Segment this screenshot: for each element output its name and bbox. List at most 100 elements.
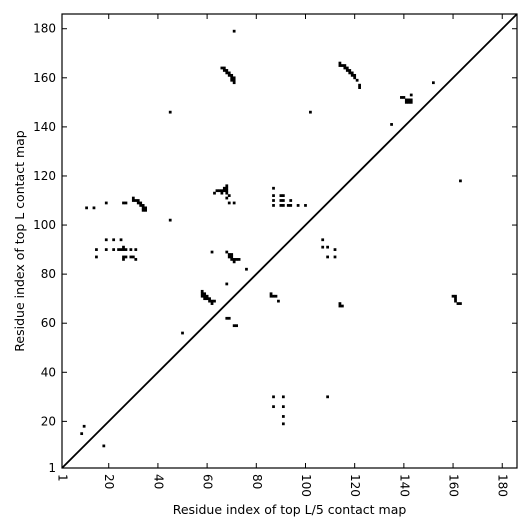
contact-point [225, 250, 229, 254]
contact-point [134, 199, 138, 202]
y-tick-label: 40 [41, 365, 56, 379]
contact-point [345, 66, 349, 70]
x-tick-label: 160 [447, 474, 461, 497]
x-tick-label: 120 [348, 474, 362, 497]
contact-point [454, 299, 457, 303]
contact-point [227, 194, 231, 197]
contact-point [85, 206, 88, 210]
contact-point [407, 100, 411, 104]
contact-point [245, 267, 248, 271]
contact-point [400, 96, 403, 99]
contact-point [134, 258, 138, 261]
contact-point [281, 405, 285, 409]
contact-point [227, 71, 231, 75]
contact-point [326, 395, 329, 399]
contact-point [112, 238, 116, 242]
contact-point [358, 86, 361, 89]
contact-point [232, 201, 236, 205]
contact-point [230, 76, 234, 80]
contact-point [203, 294, 207, 298]
contact-point [129, 255, 133, 259]
contact-point [122, 255, 125, 259]
contact-point [225, 69, 229, 72]
contact-point [358, 83, 361, 87]
contact-point [119, 238, 123, 242]
contact-point [131, 196, 135, 200]
contact-point [168, 110, 172, 114]
contact-point [227, 73, 231, 77]
x-tick-label: 1 [56, 474, 70, 482]
x-tick-label: 20 [102, 474, 116, 489]
contact-point [333, 248, 337, 251]
contact-point [222, 189, 226, 193]
contact-point [237, 258, 241, 261]
contact-point [203, 297, 207, 301]
contact-point [353, 76, 357, 80]
contact-point [232, 260, 236, 264]
contact-point [432, 81, 435, 85]
contact-point [80, 432, 84, 436]
contact-point [122, 258, 125, 261]
x-tick-label: 140 [397, 474, 411, 497]
y-tick-label: 100 [33, 218, 56, 232]
contact-point [136, 199, 140, 202]
contact-point [95, 255, 98, 259]
contact-point [144, 206, 147, 210]
contact-point [104, 201, 108, 205]
contact-point [281, 395, 285, 399]
contact-point [230, 78, 234, 82]
contact-point [225, 186, 229, 190]
contact-point [459, 179, 462, 183]
contact-point [459, 302, 462, 305]
y-tick-label: 180 [33, 22, 56, 36]
contact-point [136, 201, 140, 205]
contact-point [168, 218, 172, 222]
contact-point [117, 248, 120, 251]
contact-point [343, 66, 347, 70]
contact-point [213, 191, 216, 195]
contact-point [235, 258, 238, 261]
contact-point [232, 29, 236, 33]
contact-point [451, 294, 455, 298]
contact-point [227, 253, 231, 256]
contact-point [281, 422, 285, 426]
contact-point [321, 238, 325, 242]
contact-point [124, 248, 128, 251]
contact-point [269, 294, 273, 298]
contact-point [225, 191, 229, 195]
contact-point [279, 204, 283, 207]
contact-point [404, 98, 408, 102]
contact-point [95, 248, 98, 251]
contact-point [210, 299, 214, 303]
contact-point [304, 204, 307, 207]
contact-point [232, 324, 236, 328]
contact-point [353, 73, 357, 77]
contact-point [409, 93, 413, 97]
contact-point [281, 415, 285, 418]
contact-point [348, 71, 352, 75]
contact-point [341, 304, 344, 308]
contact-point [326, 255, 329, 259]
contact-point [277, 299, 280, 303]
contact-point [279, 194, 283, 197]
contact-point [407, 98, 411, 102]
y-tick-label: 160 [33, 71, 56, 85]
contact-point [225, 184, 229, 188]
contact-point [350, 73, 354, 77]
contact-point [338, 64, 342, 67]
contact-point [181, 331, 184, 335]
contact-point [92, 206, 96, 210]
contact-point [454, 294, 457, 298]
contact-point [296, 204, 300, 207]
contact-point [235, 324, 238, 328]
contact-point [333, 255, 337, 259]
contact-point [213, 299, 216, 303]
y-tick-label: 140 [33, 120, 56, 134]
contact-point [225, 316, 229, 320]
contact-point [289, 199, 293, 202]
x-tick-label: 100 [299, 474, 313, 497]
contact-point [205, 294, 209, 298]
contact-point [203, 292, 207, 296]
plot-frame [61, 13, 518, 469]
